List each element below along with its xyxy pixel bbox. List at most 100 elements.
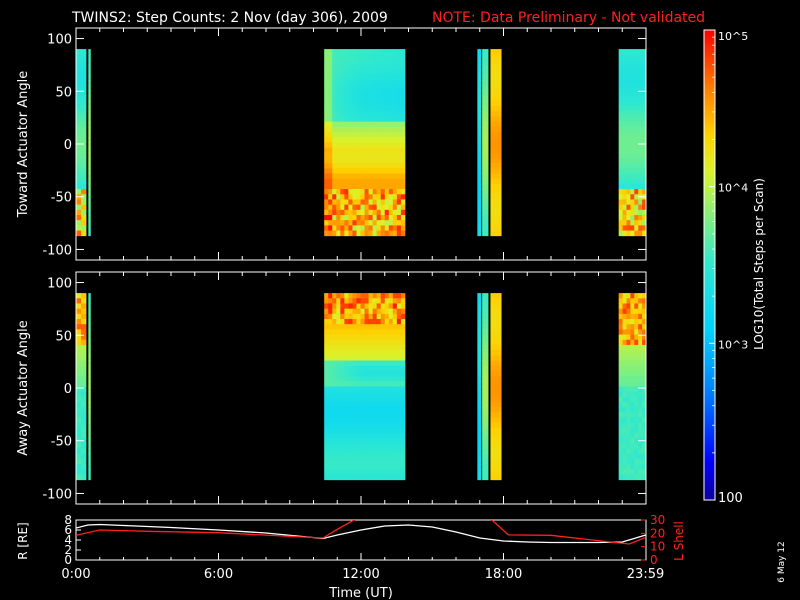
heatmap-cell (638, 121, 643, 128)
heatmap-cell (400, 324, 406, 330)
heatmap-cell (324, 469, 329, 475)
heatmap-cell (88, 412, 91, 418)
heatmap-cell (494, 132, 498, 138)
heatmap-cell (340, 85, 345, 91)
heatmap-cell (622, 376, 627, 382)
heatmap-cell (352, 339, 357, 346)
heatmap-cell (336, 49, 341, 55)
heatmap-cell (392, 474, 398, 481)
heatmap-cell (352, 298, 357, 304)
heatmap-cell (388, 209, 394, 216)
heatmap-cell (384, 142, 390, 148)
heatmap-cell (348, 90, 353, 97)
heatmap-cell (497, 121, 502, 128)
heatmap-cell (497, 80, 502, 86)
heatmap-cell (344, 308, 349, 315)
heatmap-cell (88, 132, 91, 138)
heatmap-cell (622, 334, 627, 341)
heatmap-cell (328, 59, 333, 66)
heatmap-cell (360, 173, 365, 180)
heatmap-cell (400, 137, 406, 143)
heatmap-cell (336, 324, 341, 330)
heatmap-cell (494, 412, 498, 418)
heatmap-cell (356, 417, 361, 424)
heatmap-cell (328, 308, 333, 315)
heatmap-cell (340, 147, 345, 154)
heatmap-cell (372, 474, 378, 481)
heatmap-cell (642, 365, 647, 372)
heatmap-cell (356, 75, 361, 81)
heatmap-cell (336, 453, 341, 460)
heatmap-cell (642, 469, 647, 475)
heatmap-cell (490, 111, 495, 117)
heatmap-cell (626, 173, 631, 180)
heatmap-cell (618, 386, 623, 392)
heatmap-cell (396, 59, 402, 66)
heatmap-cell (344, 303, 349, 310)
heatmap-cell (634, 350, 639, 356)
heatmap-cell (356, 469, 361, 475)
heatmap-cell (372, 126, 378, 133)
heatmap-cell (638, 303, 643, 310)
heatmap-cell (324, 298, 329, 304)
heatmap-cell (482, 132, 489, 138)
heatmap-cell (88, 199, 91, 206)
heatmap-cell (497, 469, 502, 475)
heatmap-cell (490, 215, 495, 221)
heatmap-cell (396, 319, 402, 325)
heatmap-cell (642, 147, 647, 154)
heatmap-cell (626, 116, 631, 123)
heatmap-cell (638, 360, 643, 367)
heatmap-cell (340, 142, 345, 148)
heatmap-cell (372, 329, 378, 335)
heatmap-cell (340, 121, 345, 128)
heatmap-cell (328, 360, 333, 367)
heatmap-cell (88, 90, 91, 97)
heatmap-cell (384, 49, 390, 55)
heatmap-cell (642, 417, 647, 424)
heatmap-cell (356, 183, 361, 190)
heatmap-cell (80, 209, 87, 216)
heatmap-cell (618, 90, 623, 97)
heatmap-cell (494, 459, 498, 465)
heatmap-cell (494, 391, 498, 398)
heatmap-cell (622, 355, 627, 361)
heatmap-cell (497, 386, 502, 392)
heatmap-cell (638, 106, 643, 112)
heatmap-cell (376, 230, 382, 237)
heatmap-cell (88, 459, 91, 465)
heatmap-cell (384, 230, 390, 237)
heatmap-cell (368, 334, 374, 341)
heatmap-cell (372, 178, 378, 185)
heatmap-cell (328, 298, 333, 304)
heatmap-cell (400, 220, 406, 226)
heatmap-cell (324, 293, 329, 299)
heatmap-cell (490, 147, 495, 154)
heatmap-cell (626, 319, 631, 325)
heatmap-cell (372, 298, 378, 304)
heatmap-cell (80, 157, 87, 164)
heatmap-cell (372, 319, 378, 325)
heatmap-cell (352, 183, 357, 190)
heatmap-cell (336, 59, 341, 66)
heatmap-cell (622, 443, 627, 450)
heatmap-cell (324, 126, 329, 133)
heatmap-cell (392, 178, 398, 185)
heatmap-cell (364, 459, 369, 465)
heatmap-cell (482, 215, 489, 221)
heatmap-cell (372, 365, 378, 372)
heatmap-cell (332, 350, 337, 356)
heatmap-cell (368, 438, 374, 444)
heatmap-cell (376, 293, 382, 299)
heatmap-cell (324, 386, 329, 392)
heatmap-cell (356, 178, 361, 185)
heatmap-cell (477, 168, 482, 174)
heatmap-cell (352, 329, 357, 335)
heatmap-cell (368, 69, 374, 76)
heatmap-cell (638, 427, 643, 434)
heatmap-cell (88, 319, 91, 325)
heatmap-cell (634, 391, 639, 398)
heatmap-cell (376, 152, 382, 159)
heatmap-cell (400, 376, 406, 382)
heatmap-cell (88, 100, 91, 107)
